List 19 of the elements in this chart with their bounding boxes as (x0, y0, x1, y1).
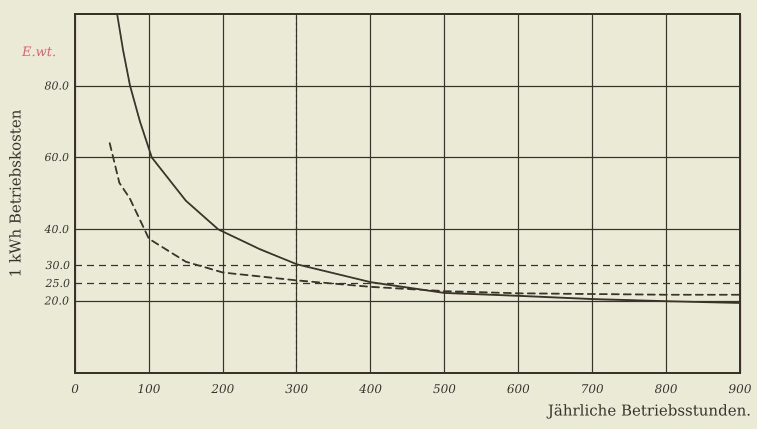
x-tick-label: 0 (71, 382, 80, 396)
x-tick-label: 800 (654, 382, 678, 396)
x-tick-label: 400 (358, 382, 382, 396)
x-axis-title: Jährliche Betriebsstunden. (546, 402, 752, 420)
x-tick-label: 600 (506, 382, 530, 396)
x-tick-label: 700 (580, 382, 604, 396)
x-tick-label: 900 (728, 382, 752, 396)
x-tick-label: 500 (432, 382, 456, 396)
ref-line-label: 25.0 (44, 276, 70, 290)
ref-line-label: 30.0 (46, 258, 70, 272)
x-tick-label: 100 (137, 382, 161, 396)
y-tick-label: 60.0 (44, 151, 69, 164)
y-tick-label: 80.0 (44, 79, 69, 92)
y-tick-label: 40.0 (44, 222, 69, 236)
y-axis-title: 1 kWh Betriebskosten (6, 109, 24, 278)
text: E.wt. (21, 45, 56, 60)
y-tick-label: 20.0 (44, 294, 69, 308)
x-tick-label: 200 (210, 382, 235, 396)
x-tick-label: 300 (285, 382, 308, 396)
